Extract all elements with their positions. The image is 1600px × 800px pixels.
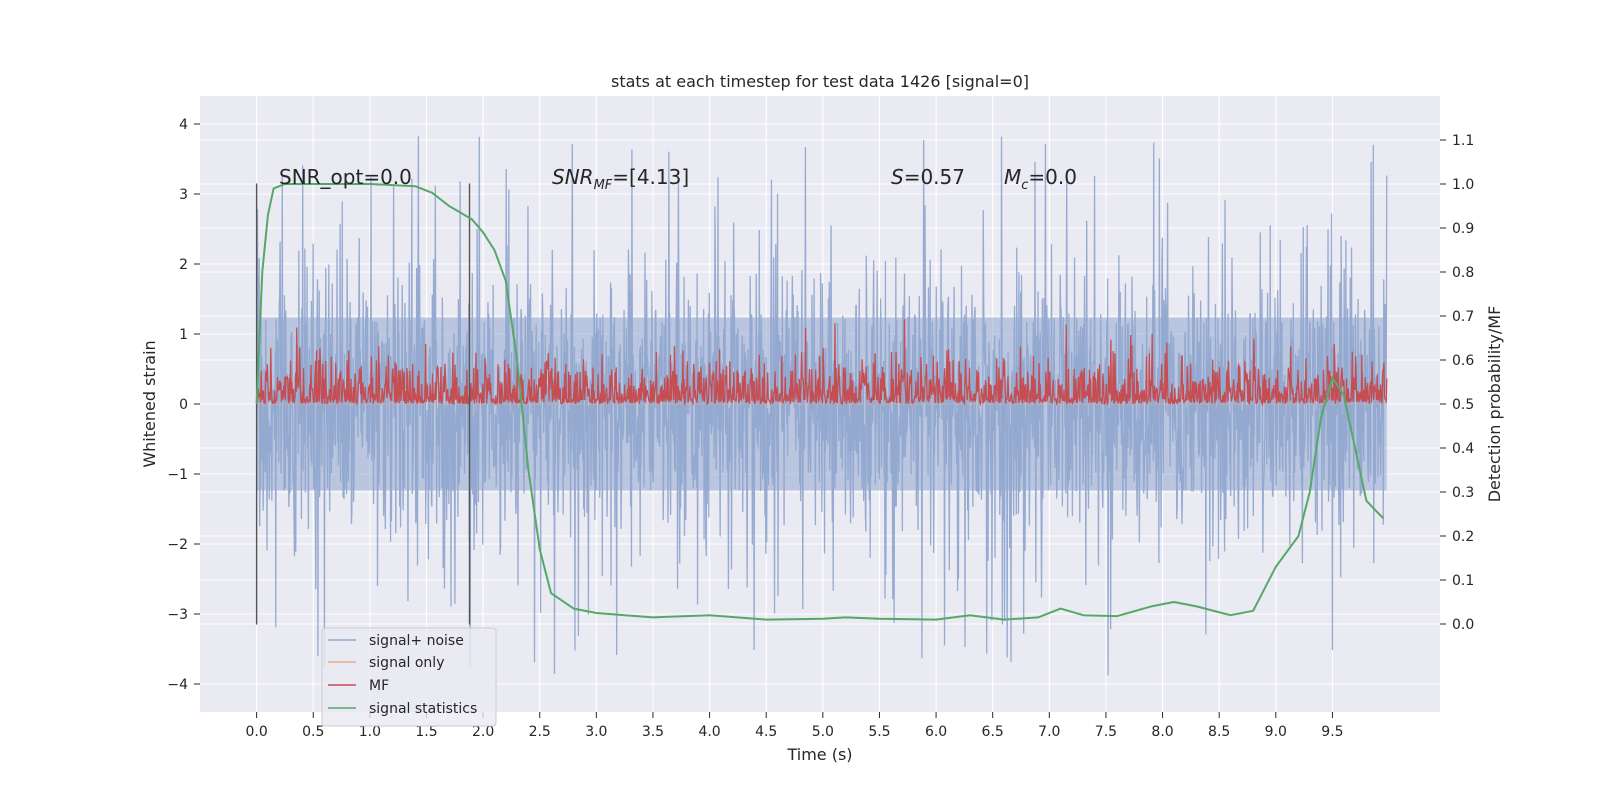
- x-tick-label: 2.5: [529, 724, 551, 740]
- x-tick-label: 0.0: [245, 724, 267, 740]
- x-tick-label: 7.5: [1095, 724, 1117, 740]
- y-axis-label-right: Detection probability/MF: [1485, 306, 1504, 503]
- x-tick-label: 1.0: [359, 724, 381, 740]
- y-left-tick-label: −1: [167, 467, 188, 483]
- y-right-tick-label: 0.4: [1452, 441, 1474, 457]
- y-left-tick-label: −3: [167, 607, 188, 623]
- x-tick-label: 1.5: [415, 724, 437, 740]
- legend: signal+ noise signal only MF signal stat…: [321, 627, 497, 727]
- ticks: 0.0 0.5 1.0 1.5 2.0 2.5 3.0 3.5 4.0 4.5 5.0 5.5 6.0 6…: [167, 117, 1474, 740]
- x-axis-label: Time (s): [786, 745, 852, 764]
- y-right-tick-label: 0.3: [1452, 485, 1474, 501]
- y-right-tick-label: 0.5: [1452, 397, 1474, 413]
- legend-label-mf: MF: [369, 678, 389, 694]
- annotation-s: S=0.57: [891, 165, 965, 189]
- annotation-snr-mf-base: SNR: [552, 165, 594, 189]
- y-right-tick-label: 1.0: [1452, 177, 1474, 193]
- y-right-tick-label: 0.2: [1452, 529, 1474, 545]
- y-left-tick-label: 4: [179, 117, 188, 133]
- y-left-tick-label: 0: [179, 397, 188, 413]
- y-right-tick-label: 0.7: [1452, 309, 1474, 325]
- x-tick-label: 5.0: [812, 724, 834, 740]
- series-mf: [255, 319, 1388, 407]
- x-tick-label: 3.5: [642, 724, 664, 740]
- x-tick-label: 3.0: [585, 724, 607, 740]
- x-tick-label: 4.0: [698, 724, 720, 740]
- y-left-tick-label: −2: [167, 537, 188, 553]
- y-left-tick-label: 1: [179, 327, 188, 343]
- x-tick-label: 8.0: [1151, 724, 1173, 740]
- annotation-s-base: S: [891, 165, 904, 189]
- y-right-tick-label: 0.1: [1452, 573, 1474, 589]
- x-tick-label: 9.5: [1321, 724, 1343, 740]
- legend-label-signal-noise: signal+ noise: [369, 633, 464, 649]
- x-tick-label: 6.0: [925, 724, 947, 740]
- x-tick-label: 4.5: [755, 724, 777, 740]
- x-tick-label: 9.0: [1265, 724, 1287, 740]
- annotation-snr-mf: SNRMF=[4.13]: [552, 165, 689, 193]
- legend-label-signal-only: signal only: [369, 655, 444, 671]
- legend-box: [321, 627, 497, 727]
- series-mf-line: [255, 319, 1388, 407]
- y-right-tick-label: 0.8: [1452, 265, 1474, 281]
- y-left-tick-label: 3: [179, 187, 188, 203]
- x-tick-label: 5.5: [868, 724, 890, 740]
- y-right-tick-label: 0.6: [1452, 353, 1474, 369]
- y-left-tick-label: −4: [167, 677, 188, 693]
- annotation-snr-mf-tail: =[4.13]: [612, 165, 689, 189]
- annotation-snr-mf-sub: MF: [594, 178, 613, 193]
- y-left-tick-label: 2: [179, 257, 188, 273]
- x-tick-label: 7.0: [1038, 724, 1060, 740]
- annotation-mc: Mc=0.0: [1004, 165, 1077, 193]
- y-axis-label-left: Whitened strain: [140, 340, 159, 467]
- y-right-tick-label: 0.9: [1452, 221, 1474, 237]
- x-tick-label: 8.5: [1208, 724, 1230, 740]
- annotation-mc-sub: c: [1021, 178, 1028, 193]
- x-tick-label: 6.5: [982, 724, 1004, 740]
- annotation-s-tail: =0.57: [904, 165, 965, 189]
- annotation-mc-tail: =0.0: [1028, 165, 1077, 189]
- y-right-tick-label: 0.0: [1452, 617, 1474, 633]
- y-right-tick-label: 1.1: [1452, 133, 1474, 149]
- legend-label-signal-statistics: signal statistics: [369, 701, 477, 717]
- chart-title: stats at each timestep for test data 142…: [611, 72, 1029, 91]
- x-tick-label: 2.0: [472, 724, 494, 740]
- annotation-snr-opt: SNR_opt=0.0: [279, 165, 412, 189]
- series-signal-statistics: [255, 183, 1385, 621]
- x-tick-label: 0.5: [302, 724, 324, 740]
- series-signal-statistics-line: [255, 183, 1385, 621]
- annotation-mc-base: M: [1004, 165, 1021, 189]
